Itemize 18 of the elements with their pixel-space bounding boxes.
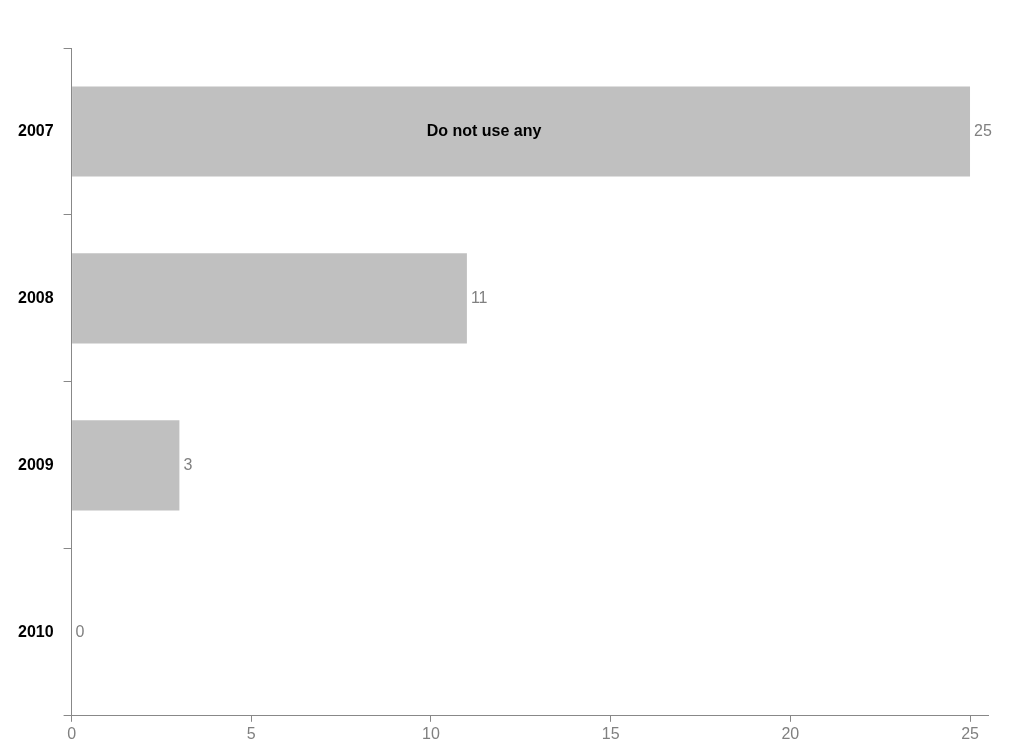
x-tick-label: 20 [781, 724, 800, 742]
y-tick-label: 2010 [18, 622, 54, 640]
x-tick-label: 10 [422, 724, 440, 742]
bar [72, 86, 971, 177]
data-label: 11 [470, 288, 488, 306]
y-tick-label: 2009 [18, 455, 54, 473]
x-tick-label: 0 [67, 724, 77, 742]
y-tick-label: 2008 [18, 288, 54, 306]
annotation: Do not use any [426, 121, 542, 139]
bar [72, 420, 180, 511]
bar [72, 253, 467, 344]
data-label: 25 [974, 121, 992, 139]
x-tick-label: 25 [961, 724, 980, 742]
y-tick-label: 2007 [18, 121, 54, 139]
data-label: 3 [183, 455, 193, 473]
data-label: 0 [75, 622, 85, 640]
x-tick-label: 5 [246, 724, 256, 742]
x-tick-label: 15 [601, 724, 620, 742]
